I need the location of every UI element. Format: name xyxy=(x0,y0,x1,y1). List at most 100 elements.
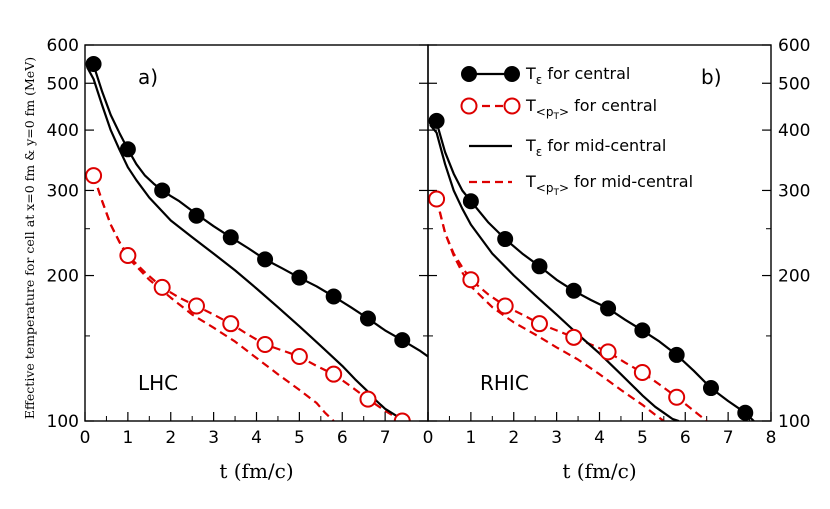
marker-t-eps-central xyxy=(119,141,136,158)
y-tick-label-left: 300 xyxy=(47,181,79,201)
marker-t-pt-central xyxy=(290,347,308,365)
marker-t-eps-central xyxy=(359,310,376,327)
x-tick-label: 2 xyxy=(508,428,519,448)
series-line-t-pt-mid-central xyxy=(92,175,335,421)
y-tick-label-right: 100 xyxy=(778,412,810,432)
legend-label: T<pT> for mid-central xyxy=(525,172,693,198)
x-tick-label: 4 xyxy=(251,428,262,448)
panel-a: 0 1 2 3 4 5 6 7 100 200 300 400 500 600 t (fm/c) a) LHC xyxy=(47,36,429,483)
marker-t-eps-central xyxy=(497,231,514,248)
x-tick-label: 5 xyxy=(637,428,648,448)
x-tick-label: 2 xyxy=(165,428,176,448)
marker-t-pt-central xyxy=(85,167,103,185)
marker-t-pt-central xyxy=(187,297,205,315)
series-group xyxy=(85,56,428,421)
marker-t-pt-central xyxy=(530,315,548,333)
y-tick-label-right: 500 xyxy=(778,74,810,94)
x-axis-title: t (fm/c) xyxy=(219,459,293,483)
y-tick-label-right: 600 xyxy=(778,36,810,56)
y-tick-label-right: 200 xyxy=(778,267,810,287)
marker-t-eps-central xyxy=(634,322,651,339)
y-tick-label-left: 500 xyxy=(47,74,79,94)
y-tick-label-left: 600 xyxy=(47,36,79,56)
x-tick-label: 0 xyxy=(423,428,434,448)
legend-marker xyxy=(460,97,478,115)
marker-t-pt-central xyxy=(222,315,240,333)
legend-marker xyxy=(503,97,521,115)
legend: Tε for central T<pT> for central Tε for mi… xyxy=(460,64,693,198)
marker-t-eps-central xyxy=(462,193,479,210)
marker-t-pt-central xyxy=(428,190,446,208)
x-tick-label: 6 xyxy=(680,428,691,448)
marker-t-pt-central xyxy=(119,247,137,265)
x-tick-label: 3 xyxy=(551,428,562,448)
legend-label: Tε for mid-central xyxy=(525,136,666,159)
marker-t-eps-central xyxy=(188,207,205,224)
marker-t-eps-central xyxy=(257,251,274,268)
marker-t-pt-central xyxy=(565,328,583,346)
collider-label: RHIC xyxy=(480,371,529,395)
series-line-t-pt-central xyxy=(435,198,708,421)
marker-t-eps-central xyxy=(531,258,548,275)
series-group xyxy=(428,112,755,421)
plot-frame xyxy=(427,44,772,422)
x-tick-label: 6 xyxy=(337,428,348,448)
x-tick-label: 3 xyxy=(208,428,219,448)
marker-t-eps-central xyxy=(668,346,685,363)
marker-t-pt-central xyxy=(153,278,171,296)
x-tick-label: 5 xyxy=(294,428,305,448)
marker-t-pt-central xyxy=(256,335,274,353)
x-tick-label: 4 xyxy=(594,428,605,448)
panel-tag: b) xyxy=(701,65,722,89)
marker-t-eps-central xyxy=(325,288,342,305)
legend-entry: Tε for mid-central xyxy=(469,136,666,159)
marker-t-eps-central xyxy=(85,56,102,73)
series-line-t-eps-mid-central xyxy=(86,66,408,421)
marker-t-pt-central xyxy=(359,390,377,408)
marker-t-pt-central xyxy=(633,364,651,382)
marker-t-eps-central xyxy=(154,182,171,199)
marker-t-eps-central xyxy=(291,269,308,286)
marker-t-eps-central xyxy=(737,404,754,421)
legend-marker xyxy=(504,66,520,82)
marker-t-eps-central xyxy=(702,380,719,397)
marker-t-pt-central xyxy=(393,412,411,421)
marker-t-pt-central xyxy=(462,271,480,289)
marker-t-eps-central xyxy=(394,332,411,349)
series-line-t-eps-central xyxy=(429,116,755,421)
x-tick-label: 8 xyxy=(766,428,777,448)
y-tick-label-left: 400 xyxy=(47,121,79,141)
x-tick-label: 1 xyxy=(122,428,133,448)
y-tick-label-right: 300 xyxy=(778,181,810,201)
legend-label: T<pT> for central xyxy=(525,96,657,122)
marker-t-eps-central xyxy=(428,112,445,129)
collider-label: LHC xyxy=(138,371,178,395)
x-axis-title: t (fm/c) xyxy=(562,459,636,483)
y-axis-title: Effective temperature for cell at x=0 fm… xyxy=(22,57,37,419)
x-tick-label: 1 xyxy=(465,428,476,448)
legend-entry: Tε for central xyxy=(461,64,630,87)
marker-t-pt-central xyxy=(325,365,343,383)
series-line-t-eps-central xyxy=(86,58,428,358)
y-tick-label-left: 100 xyxy=(47,412,79,432)
x-tick-label: 7 xyxy=(723,428,734,448)
x-tick-label: 7 xyxy=(380,428,391,448)
y-tick-label-right: 400 xyxy=(778,121,810,141)
series-line-t-eps-mid-central xyxy=(429,124,680,421)
y-tick-label-left: 200 xyxy=(47,267,79,287)
marker-t-eps-central xyxy=(600,300,617,317)
marker-t-pt-central xyxy=(599,343,617,361)
legend-entry: T<pT> for central xyxy=(460,96,657,122)
legend-entry: T<pT> for mid-central xyxy=(469,172,693,198)
legend-label: Tε for central xyxy=(525,64,630,87)
x-tick-label: 0 xyxy=(80,428,91,448)
plot-frame xyxy=(84,44,429,422)
legend-marker xyxy=(461,66,477,82)
marker-t-pt-central xyxy=(496,297,514,315)
panel-tag: a) xyxy=(138,65,158,89)
marker-t-eps-central xyxy=(222,229,239,246)
marker-t-eps-central xyxy=(565,282,582,299)
